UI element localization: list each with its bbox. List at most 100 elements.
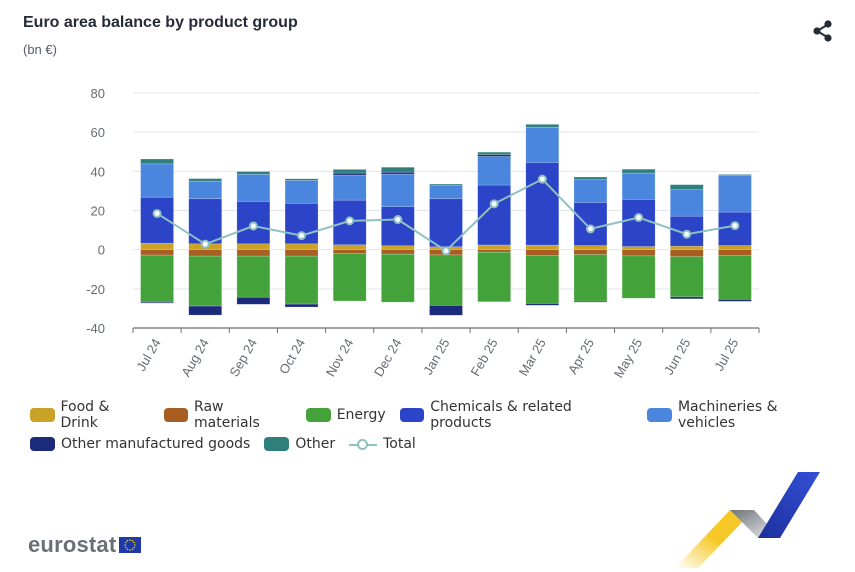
bar-segment-other[interactable] (284, 178, 319, 181)
bar-segment-energy[interactable] (429, 254, 463, 306)
bar-segment-other[interactable] (140, 158, 174, 165)
bar-segment-machineries-vehicles[interactable] (429, 185, 463, 200)
bar-segment-machineries-vehicles[interactable] (236, 173, 271, 202)
bar-segment-food-drink[interactable] (284, 243, 319, 250)
legend-item-raw-materials[interactable]: Raw materials (163, 399, 292, 431)
bar-segment-raw-materials[interactable] (332, 249, 367, 254)
bar-segment-machineries-vehicles[interactable] (525, 126, 560, 163)
legend-item-food-drink[interactable]: Food & Drink (30, 399, 150, 431)
bar-segment-other[interactable] (477, 151, 511, 155)
bar-segment-energy[interactable] (140, 254, 174, 303)
total-point-nov-24[interactable] (345, 216, 355, 226)
bar-segment-other-manufactured-goods[interactable] (429, 305, 463, 316)
bar-segment-energy[interactable] (284, 255, 319, 305)
bar-stack-sep-24[interactable] (236, 171, 271, 305)
bar-segment-food-drink[interactable] (718, 245, 752, 250)
bar-segment-energy[interactable] (236, 255, 271, 298)
bar-stack-apr-25[interactable] (573, 176, 608, 303)
bar-segment-food-drink[interactable] (236, 243, 271, 250)
bar-stack-aug-24[interactable] (188, 178, 223, 316)
bar-segment-other-manufactured-goods[interactable] (525, 303, 560, 306)
bar-stack-oct-24[interactable] (284, 178, 319, 308)
total-point-oct-24[interactable] (297, 231, 307, 241)
bar-segment-energy[interactable] (381, 253, 415, 303)
total-point-jul-24[interactable] (152, 208, 162, 218)
bar-stack-jul-24[interactable] (140, 158, 174, 304)
total-point-jul-25[interactable] (730, 221, 740, 231)
legend-item-chemicals[interactable]: Chemicals & related products (399, 399, 634, 431)
bar-segment-raw-materials[interactable] (573, 249, 608, 255)
bar-stack-nov-24[interactable] (332, 169, 367, 302)
legend-item-energy[interactable]: Energy (305, 407, 386, 423)
bar-segment-machineries-vehicles[interactable] (140, 163, 174, 198)
bar-segment-food-drink[interactable] (381, 245, 415, 250)
bar-segment-other[interactable] (188, 178, 223, 182)
total-point-aug-24[interactable] (200, 239, 210, 249)
bar-segment-other[interactable] (332, 169, 367, 174)
bar-segment-machineries-vehicles[interactable] (573, 179, 608, 203)
bar-segment-other[interactable] (525, 124, 560, 128)
legend-item-machineries[interactable]: Machineries & vehicles (647, 399, 836, 431)
bar-segment-raw-materials[interactable] (140, 249, 174, 256)
bar-segment-machineries-vehicles[interactable] (284, 180, 319, 204)
bar-segment-food-drink[interactable] (477, 244, 511, 250)
bar-segment-food-drink[interactable] (669, 245, 704, 250)
bar-segment-raw-materials[interactable] (477, 249, 511, 253)
bar-segment-raw-materials[interactable] (525, 249, 560, 256)
bar-segment-other[interactable] (718, 174, 752, 176)
total-point-sep-24[interactable] (248, 221, 258, 231)
bar-segment-other-manufactured-goods[interactable] (669, 296, 704, 300)
bar-segment-other[interactable] (429, 183, 463, 186)
bar-segment-energy[interactable] (573, 254, 608, 302)
bar-stack-may-25[interactable] (621, 168, 656, 299)
bar-segment-raw-materials[interactable] (284, 249, 319, 257)
bar-segment-food-drink[interactable] (621, 246, 656, 250)
bar-segment-machineries-vehicles[interactable] (621, 172, 656, 200)
total-point-apr-25[interactable] (585, 224, 595, 234)
bar-segment-other-manufactured-goods[interactable] (284, 303, 319, 308)
bar-segment-food-drink[interactable] (140, 242, 174, 250)
bar-segment-raw-materials[interactable] (236, 249, 271, 257)
total-point-feb-25[interactable] (489, 199, 499, 209)
bar-segment-raw-materials[interactable] (188, 249, 223, 257)
bar-segment-energy[interactable] (621, 255, 656, 299)
bar-segment-food-drink[interactable] (573, 245, 608, 250)
bar-segment-food-drink[interactable] (332, 244, 367, 250)
bar-segment-raw-materials[interactable] (381, 249, 415, 255)
legend-item-other-manufactured[interactable]: Other manufactured goods (30, 436, 250, 452)
total-point-jun-25[interactable] (682, 229, 692, 239)
total-point-jan-25[interactable] (441, 246, 451, 256)
bar-segment-raw-materials[interactable] (669, 249, 704, 257)
bar-segment-machineries-vehicles[interactable] (188, 180, 223, 200)
bar-segment-energy[interactable] (332, 253, 367, 302)
bar-segment-raw-materials[interactable] (621, 249, 656, 257)
bar-stack-jul-25[interactable] (718, 174, 752, 302)
bar-segment-energy[interactable] (477, 251, 511, 303)
bar-segment-machineries-vehicles[interactable] (477, 156, 511, 186)
bar-stack-feb-25[interactable] (477, 151, 511, 303)
bar-segment-other-manufactured-goods[interactable] (236, 296, 271, 305)
bar-segment-other[interactable] (381, 166, 415, 173)
total-point-mar-25[interactable] (537, 174, 547, 184)
total-point-may-25[interactable] (634, 213, 644, 223)
bar-segment-chemicals-related-products[interactable] (621, 199, 656, 247)
bar-segment-other[interactable] (669, 184, 704, 190)
bar-segment-machineries-vehicles[interactable] (669, 189, 704, 217)
bar-segment-energy[interactable] (669, 256, 704, 298)
bar-segment-machineries-vehicles[interactable] (332, 174, 367, 201)
bar-segment-chemicals-related-products[interactable] (573, 202, 608, 246)
legend-item-other[interactable]: Other (264, 436, 335, 452)
bar-stack-dec-24[interactable] (381, 166, 415, 303)
bar-segment-energy[interactable] (718, 255, 752, 300)
bar-segment-other-manufactured-goods[interactable] (140, 301, 174, 304)
bar-segment-energy[interactable] (188, 255, 223, 307)
bar-stack-jun-25[interactable] (669, 184, 704, 300)
bar-segment-food-drink[interactable] (525, 244, 560, 250)
bar-segment-energy[interactable] (525, 255, 560, 304)
bar-segment-other-manufactured-goods[interactable] (188, 305, 223, 316)
bar-segment-other-manufactured-goods[interactable] (573, 300, 608, 303)
legend-item-total[interactable]: Total (349, 436, 416, 452)
bar-segment-machineries-vehicles[interactable] (381, 173, 415, 207)
eurostat-logo[interactable]: eurostat (28, 532, 142, 558)
bar-segment-other[interactable] (236, 171, 271, 175)
